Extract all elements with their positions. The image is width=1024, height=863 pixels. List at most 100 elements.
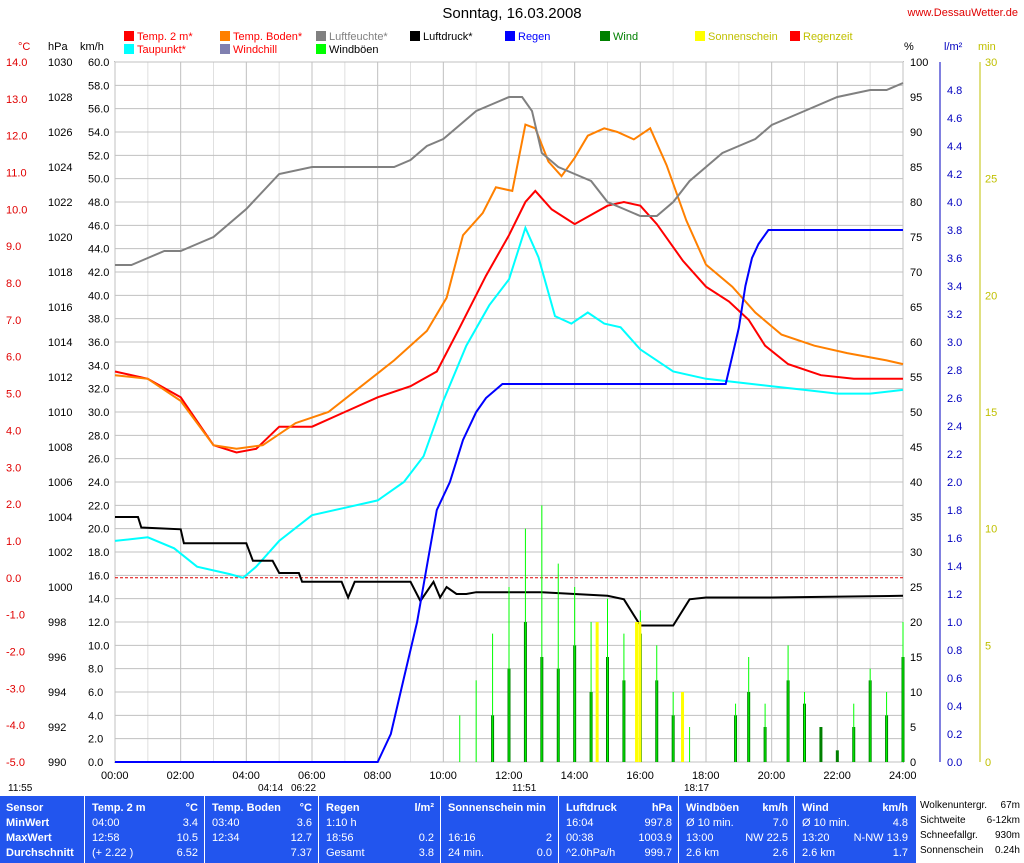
table-cell: 18:56 [326, 832, 354, 844]
tick-label: 1026 [48, 127, 72, 139]
time-marker: 06:22 [291, 783, 316, 794]
tick-label: 990 [48, 757, 66, 769]
axis-unit: % [904, 41, 914, 53]
table-column: Regen l/m² 1:10 h 18:56 0.2 Gesamt 3.8 [320, 796, 440, 863]
table-separator [204, 796, 205, 863]
legend-swatch [316, 31, 326, 41]
weather-chart: 14.0 13.0 12.0 11.0 10.0 9.0 8.0 7.0 6.0 5.0 4.0 3.… [6, 41, 997, 794]
tick-label: 25 [910, 582, 922, 594]
table-cell: 00:38 [566, 832, 594, 844]
tick-label: 1018 [48, 267, 72, 279]
tick-label: 60 [910, 337, 922, 349]
tick-label: 15 [910, 652, 922, 664]
table-cell: 4.8 [892, 817, 908, 829]
tick-label: 998 [48, 617, 66, 629]
table-cell: 13:20 [802, 832, 830, 844]
table-row-label: Sensor [6, 802, 44, 814]
tick-label: 20 [985, 290, 997, 302]
x-tick-label: 10:00 [429, 770, 457, 782]
tick-label: 46.0 [88, 220, 109, 232]
table-column: Temp. 2 m °C 04:00 3.4 12:58 10.5 (+ 2.22 ) 6.5… [86, 796, 204, 863]
table-cell: km/h [762, 802, 788, 814]
extra-label: Wolkenuntergr. [920, 800, 988, 811]
x-tick-label: 24:00 [889, 770, 917, 782]
tick-label: 6.0 [6, 352, 21, 364]
tick-label: 1002 [48, 547, 72, 559]
tick-label: 12.0 [88, 617, 109, 629]
table-separator [794, 796, 795, 863]
tick-label: 1028 [48, 92, 72, 104]
legend-label: Temp. Boden* [233, 31, 303, 43]
legend-item: Windchill [220, 44, 277, 56]
tick-label: 1024 [48, 162, 72, 174]
table-cell: 2 [545, 832, 552, 844]
x-tick-label: 16:00 [626, 770, 654, 782]
sunshine-bar [595, 622, 599, 762]
legend-swatch [600, 31, 610, 41]
extra-row: Sonnenschein 0.24h [916, 845, 1024, 858]
table-cell: 0.2 [418, 832, 434, 844]
legend-swatch [220, 31, 230, 41]
x-tick-label: 18:00 [692, 770, 720, 782]
extra-label: Schneefallgr. [920, 830, 978, 841]
tick-label: 18.0 [88, 547, 109, 559]
table-cell-row: 00:38 1003.9 [560, 832, 678, 845]
table-cell: 3.8 [418, 847, 434, 859]
table-cell-row: 2.6 km 2.6 [680, 847, 794, 860]
tick-label: 35 [910, 512, 922, 524]
tick-label: 5.0 [6, 389, 21, 401]
table-cell: 3.4 [182, 817, 198, 829]
tick-label: 10 [985, 524, 997, 536]
table-cell: 12.7 [290, 832, 312, 844]
tick-label: -5.0 [6, 757, 25, 769]
tick-label: 3.2 [947, 309, 962, 321]
site-link[interactable]: www.DessauWetter.de [907, 7, 1018, 19]
tick-label: 85 [910, 162, 922, 174]
table-cell: 10.5 [176, 832, 198, 844]
tick-label: 3.8 [947, 225, 962, 237]
extra-row: Schneefallgr. 930m [916, 830, 1024, 843]
table-cell: ^2.0hPa/h [566, 847, 616, 859]
legend-label: Windchill [233, 44, 278, 56]
tick-label: 24.0 [88, 477, 109, 489]
tick-label: 1.8 [947, 505, 962, 517]
tick-label: 2.0 [947, 477, 962, 489]
table-cell: 997.8 [644, 817, 672, 829]
tick-label: 1006 [48, 477, 72, 489]
legend-item: Luftdruck* [410, 31, 473, 43]
tick-label: 992 [48, 722, 66, 734]
tick-label: 40.0 [88, 290, 109, 302]
tick-label: 0.0 [947, 757, 962, 769]
legend-item: Regen [505, 31, 550, 43]
tick-label: 1000 [48, 582, 72, 594]
tick-label: 3.0 [947, 337, 962, 349]
tick-label: 38.0 [88, 314, 109, 326]
tick-label: 20.0 [88, 524, 109, 536]
tick-label: 3.4 [947, 281, 962, 293]
tick-label: 2.6 [947, 393, 962, 405]
table-cell-row: 12:34 12.7 [206, 832, 318, 845]
legend-item: Wind [600, 31, 638, 43]
tick-label: 55 [910, 372, 922, 384]
legend-label: Luftdruck* [423, 31, 473, 43]
tick-label: 8.0 [88, 664, 103, 676]
legend-label: Luftfeuchte* [329, 31, 388, 43]
legend-item: Regenzeit [790, 31, 853, 43]
tick-label: 95 [910, 92, 922, 104]
tick-label: 2.0 [88, 734, 103, 746]
legend-swatch [124, 31, 134, 41]
table-cell: 999.7 [644, 847, 672, 859]
table-cell-row [442, 817, 558, 830]
extra-stats: Wolkenuntergr. 67m Sichtweite 6-12km Schneef… [916, 796, 1024, 863]
tick-label: 2.8 [947, 365, 962, 377]
tick-label: 4.0 [947, 197, 962, 209]
table-cell: 12:34 [212, 832, 240, 844]
tick-label: 2.4 [947, 421, 962, 433]
table-cell: 12:58 [92, 832, 120, 844]
sunshine-bar [638, 622, 642, 762]
tick-label: -2.0 [6, 646, 25, 658]
stats-table: Sensor MinWert MaxWert Durchschnitt Temp. 2 … [0, 796, 1024, 863]
table-cell: Sonnenschein min [448, 802, 546, 814]
extra-label: Sichtweite [920, 815, 966, 826]
tick-label: 52.0 [88, 150, 109, 162]
